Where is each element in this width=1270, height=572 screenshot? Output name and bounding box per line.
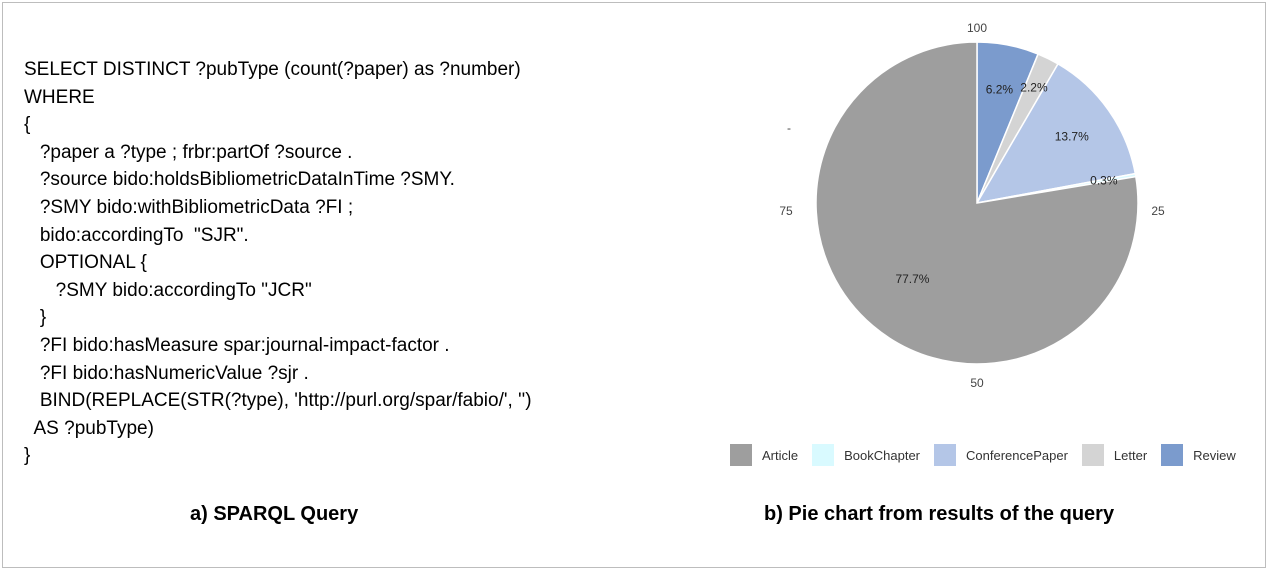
chart-legend: Article BookChapter ConferencePaper Letter R… (730, 444, 1250, 466)
legend-swatch (1081, 444, 1104, 466)
query-line: ?FI bido:hasNumericValue ?sjr . (24, 362, 309, 384)
legend-swatch (730, 444, 752, 466)
legend-label: ConferencePaper (966, 447, 1068, 463)
query-line: WHERE (24, 86, 95, 108)
legend-item-bookchapter: BookChapter (812, 444, 920, 466)
query-line: ?SMY bido:withBibliometricData ?FI ; (24, 196, 354, 218)
radial-tick-label: 75 (779, 204, 793, 218)
sparql-query: SELECT DISTINCT ?pubType (count(?paper) … (24, 56, 532, 470)
query-line: } (24, 445, 31, 467)
legend-swatch (1161, 444, 1184, 466)
query-line: AS ?pubType) (24, 417, 154, 439)
legend-item-conferencepaper: ConferencePaper (934, 444, 1068, 466)
query-line: ?SMY bido:accordingTo "JCR" (24, 279, 312, 301)
pie-slice-conferencepaper (975, 62, 1137, 205)
radial-tick-label: 50 (970, 376, 984, 390)
legend-swatch (812, 444, 835, 466)
slice-label-bookchapter: 0.3% (1090, 174, 1118, 188)
caption-pie-chart: b) Pie chart from results of the query (764, 503, 1115, 525)
pie-slice-article (815, 41, 1139, 365)
pie-chart: 6.2% 2.2% 13.7% 0.3% 77.7% 100 25 50 75 - (779, 21, 1165, 390)
query-line: bido:accordingTo "SJR". (24, 224, 249, 246)
legend-label: Review (1193, 447, 1236, 463)
query-line: BIND(REPLACE(STR(?type), 'http://purl.or… (24, 390, 532, 412)
radial-tick-label: 25 (1151, 204, 1165, 218)
legend-item-letter: Letter (1081, 444, 1148, 466)
legend-label: Letter (1113, 447, 1148, 463)
query-line: ?FI bido:hasMeasure spar:journal-impact-… (24, 334, 450, 356)
caption-sparql-query: a) SPARQL Query (190, 503, 359, 525)
legend-label: Article (762, 447, 799, 463)
query-line: } (24, 307, 47, 329)
query-line: { (24, 114, 31, 136)
legend-item-review: Review (1161, 444, 1236, 466)
slice-label-review: 6.2% (986, 82, 1014, 96)
legend-swatch (934, 444, 957, 466)
radial-tick-label: 100 (967, 21, 987, 35)
query-line: SELECT DISTINCT ?pubType (count(?paper) … (24, 59, 521, 80)
query-line: ?source bido:holdsBibliometricDataInTime… (24, 169, 455, 191)
slice-label-article: 77.7% (895, 272, 929, 286)
legend-item-article: Article (730, 444, 798, 466)
legend-label: BookChapter (844, 447, 921, 463)
slice-label-conferencepaper: 13.7% (1055, 129, 1089, 143)
radial-tick-label: - (787, 121, 791, 135)
query-line: OPTIONAL { (24, 252, 147, 274)
slice-label-letter: 2.2% (1020, 80, 1048, 94)
query-line: ?paper a ?type ; frbr:partOf ?source . (24, 141, 353, 163)
